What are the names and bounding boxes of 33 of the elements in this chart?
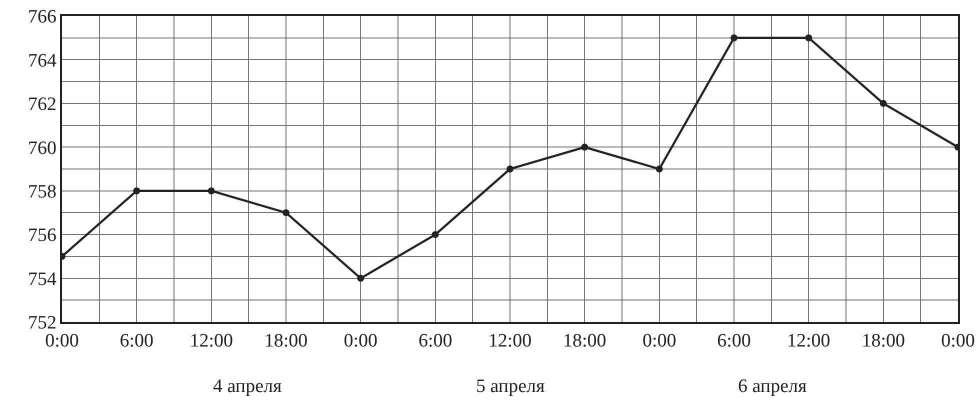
x-tick-label: 18:00 xyxy=(264,330,308,352)
x-tick-label: 0:00 xyxy=(941,330,975,352)
point xyxy=(357,274,364,282)
y-tick-label: 754 xyxy=(28,268,57,290)
x-tick-label: 12:00 xyxy=(190,330,233,352)
x-tick-label: 6:00 xyxy=(717,330,751,352)
x-tick-label: 6:00 xyxy=(418,330,452,352)
x-tick-label: 0:00 xyxy=(642,330,676,352)
x-tick-label: 0:00 xyxy=(344,330,378,352)
point xyxy=(805,34,812,42)
point xyxy=(208,187,215,194)
point xyxy=(282,209,290,216)
point xyxy=(656,166,663,172)
x-tick-label: 12:00 xyxy=(787,330,830,352)
y-tick-label: 766 xyxy=(28,6,56,28)
text: 5 апреля xyxy=(476,376,546,397)
point xyxy=(506,166,514,172)
point xyxy=(880,100,887,107)
y-tick-label: 760 xyxy=(28,138,56,159)
y-tick-label: 758 xyxy=(28,182,56,203)
point xyxy=(730,34,738,42)
x-tick-label: 18:00 xyxy=(862,330,905,352)
x-tick-label: 18:00 xyxy=(563,330,606,352)
x-tick-label: 12:00 xyxy=(488,330,532,352)
y-tick-label: 756 xyxy=(28,225,56,246)
y-tick-label: 764 xyxy=(28,50,57,72)
point xyxy=(581,144,588,151)
x-tick-label: 6:00 xyxy=(120,330,154,352)
text: 6 апреля xyxy=(738,376,808,397)
point xyxy=(133,187,140,194)
y-tick-label: 762 xyxy=(28,94,56,116)
point xyxy=(432,231,439,238)
text: 4 апреля xyxy=(213,376,282,397)
